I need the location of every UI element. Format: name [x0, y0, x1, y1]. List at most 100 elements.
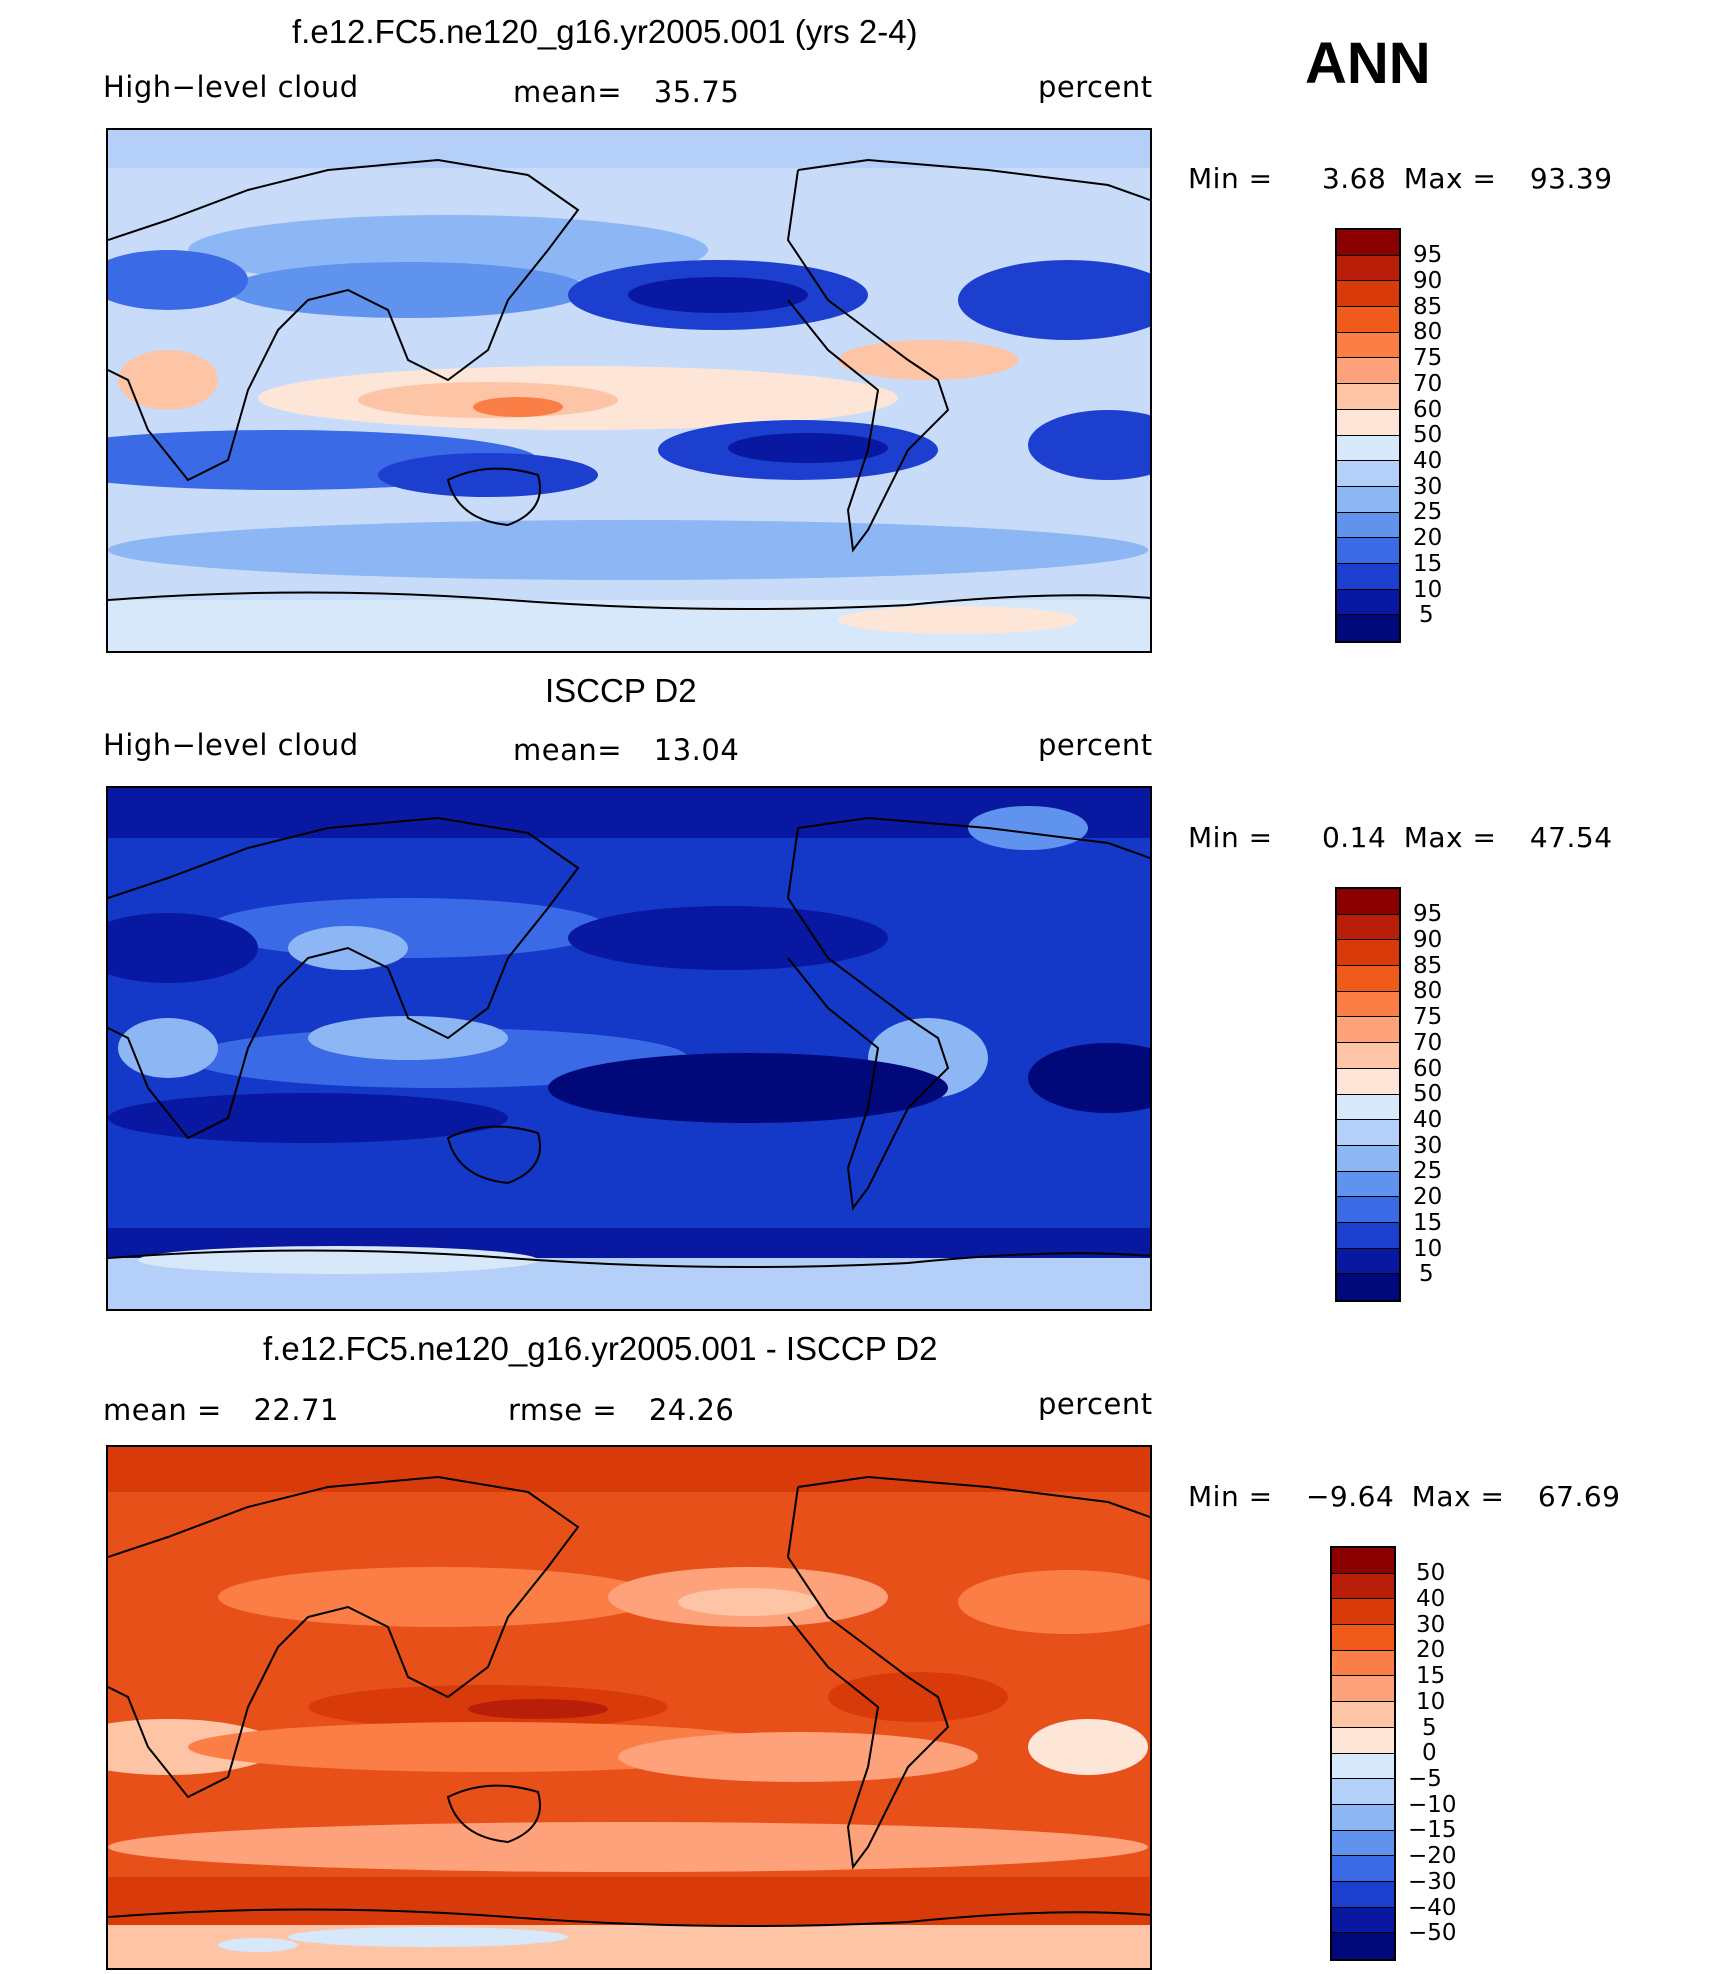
panel3-rmse-label: rmse =	[508, 1393, 618, 1427]
panel3-map-southern-ocean	[108, 1822, 1148, 1872]
colorbar-label: 25	[1413, 499, 1443, 525]
panel3-mean-value: 22.71	[253, 1393, 340, 1427]
colorbar-label: −20	[1408, 1843, 1457, 1869]
panel1-map-natl-dry	[958, 260, 1150, 340]
panel3-map-warmpool-core	[468, 1699, 608, 1719]
colorbar-label: 40	[1416, 1586, 1446, 1612]
colorbar-label: 20	[1413, 1184, 1443, 1210]
colorbar-label: 80	[1413, 978, 1443, 1004]
colorbar-label: 60	[1413, 1056, 1443, 1082]
panel3-title: f.e12.FC5.ne120_g16.yr2005.001 - ISCCP D…	[263, 1330, 938, 1367]
colorbar-swatch	[1337, 281, 1399, 308]
colorbar-swatch	[1337, 358, 1399, 385]
colorbar-swatch	[1337, 1222, 1399, 1249]
panel2-mean: mean= 13.04	[513, 733, 739, 767]
colorbar-swatch	[1337, 512, 1399, 539]
colorbar-label: 15	[1416, 1663, 1446, 1689]
panel1-map-satl-dry	[1028, 410, 1150, 480]
colorbar-swatch	[1332, 1599, 1394, 1626]
panel3-map-arctic	[108, 1447, 1150, 1492]
colorbar-swatch	[1337, 409, 1399, 436]
colorbar-label: 85	[1413, 294, 1443, 320]
colorbar-swatch	[1337, 914, 1399, 941]
colorbar-swatch	[1337, 1068, 1399, 1095]
panel2-map-sepac-dry	[548, 1053, 948, 1123]
colorbar-label: 70	[1413, 371, 1443, 397]
colorbar-label: 15	[1413, 1210, 1443, 1236]
colorbar-label: 70	[1413, 1030, 1443, 1056]
panel3-max-value: 67.69	[1537, 1480, 1621, 1513]
panel2-map-africa	[118, 1018, 218, 1078]
colorbar-swatch	[1332, 1650, 1394, 1677]
panel2-max-label: Max =	[1403, 821, 1497, 854]
panel3-min-value: −9.64	[1305, 1480, 1395, 1513]
colorbar-label: −40	[1408, 1895, 1457, 1921]
colorbar-label: 75	[1413, 345, 1443, 371]
panel2-map-warmpool	[308, 1016, 508, 1060]
panel1-map-band-arctic	[108, 130, 1150, 168]
colorbar-swatch	[1337, 889, 1399, 915]
panel2-map-sio-dry	[108, 1093, 508, 1143]
panel3-colorbar	[1330, 1546, 1396, 1961]
colorbar-swatch	[1337, 589, 1399, 616]
colorbar-label: 5	[1419, 602, 1434, 628]
colorbar-swatch	[1337, 307, 1399, 333]
panel2-map	[106, 786, 1152, 1311]
colorbar-label: 20	[1413, 525, 1443, 551]
panel3-map-sepac	[618, 1732, 978, 1782]
colorbar-swatch	[1337, 230, 1399, 256]
panel3-map	[106, 1445, 1152, 1970]
colorbar-swatch	[1337, 940, 1399, 967]
colorbar-label: 10	[1413, 577, 1443, 603]
colorbar-label: 5	[1422, 1715, 1437, 1741]
panel1-title: f.e12.FC5.ne120_g16.yr2005.001 (yrs 2-4)	[292, 13, 918, 50]
panel1-map-antarctic-peak	[838, 606, 1078, 634]
colorbar-label: 20	[1416, 1637, 1446, 1663]
panel2-map-satl-dry	[1028, 1043, 1150, 1113]
panel2-min-value: 0.14	[1321, 821, 1387, 854]
colorbar-label: −10	[1408, 1792, 1457, 1818]
colorbar-swatch	[1332, 1573, 1394, 1600]
colorbar-label: 75	[1413, 1004, 1443, 1030]
panel3-rmse: rmse = 24.26	[508, 1393, 734, 1427]
panel1-map-africa	[118, 350, 218, 410]
panel1-units: percent	[1038, 70, 1153, 104]
panel1-min-label: Min =	[1188, 162, 1273, 195]
panel3-map-antarctic-negative-2	[218, 1938, 298, 1952]
colorbar-label: 50	[1416, 1560, 1446, 1586]
panel3-mean: mean = 22.71	[103, 1393, 339, 1427]
colorbar-swatch	[1337, 538, 1399, 564]
colorbar-swatch	[1337, 1171, 1399, 1198]
colorbar-swatch	[1337, 1145, 1399, 1172]
colorbar-swatch	[1332, 1804, 1394, 1831]
colorbar-swatch	[1332, 1933, 1394, 1959]
panel2-coastlines	[108, 816, 1150, 1268]
season-label: ANN	[1305, 31, 1431, 96]
colorbar-swatch	[1332, 1779, 1394, 1805]
panel1-mean: mean= 35.75	[513, 75, 739, 109]
colorbar-label: 25	[1413, 1158, 1443, 1184]
panel1-coastlines	[108, 158, 1150, 610]
panel3-map-svg	[108, 1447, 1150, 1968]
panel3-map-natl	[958, 1570, 1150, 1634]
colorbar-label: 85	[1413, 953, 1443, 979]
panel3-rmse-value: 24.26	[648, 1393, 735, 1427]
panel2-minmax: Min = 0.14 Max = 47.54	[1188, 821, 1613, 854]
panel3-coastlines	[108, 1475, 1150, 1927]
panel3-map-so-band	[108, 1877, 1150, 1927]
colorbar-label: 90	[1413, 927, 1443, 953]
panel1-map-southern-ocean	[108, 520, 1148, 580]
colorbar-swatch	[1337, 1017, 1399, 1044]
colorbar-swatch	[1332, 1548, 1394, 1574]
colorbar-swatch	[1337, 384, 1399, 410]
colorbar-swatch	[1337, 1274, 1399, 1300]
colorbar-swatch	[1337, 615, 1399, 641]
colorbar-swatch	[1337, 1043, 1399, 1069]
panel3-minmax: Min = −9.64 Max = 67.69	[1188, 1480, 1621, 1513]
colorbar-swatch	[1337, 435, 1399, 462]
panel2-map-sahara-dry	[108, 913, 258, 983]
panel1-map-amazon	[838, 340, 1018, 380]
panel1-variable-label: High−level cloud	[103, 70, 359, 104]
colorbar-label: 5	[1419, 1261, 1434, 1287]
panel1-map-sepac-core	[728, 433, 888, 463]
